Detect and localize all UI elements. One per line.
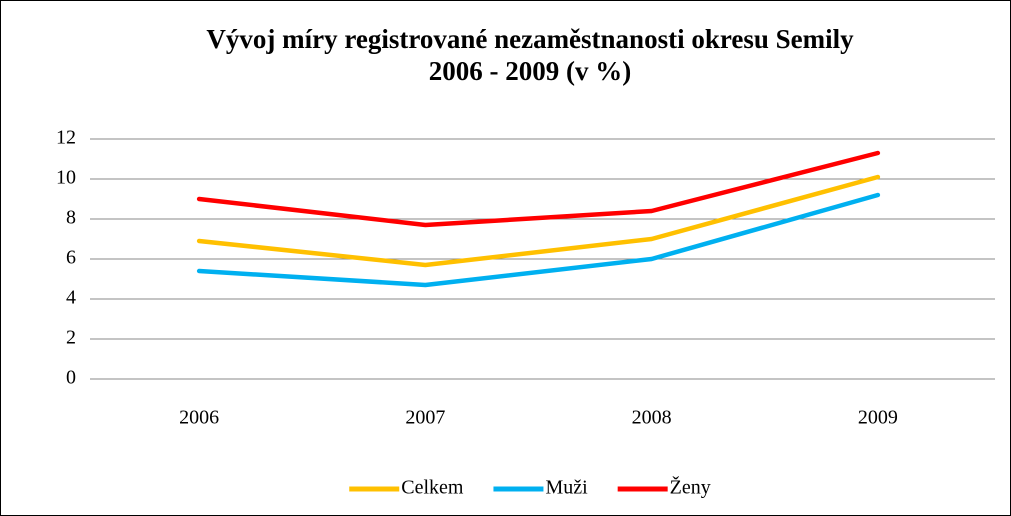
- series-line: [196, 174, 881, 268]
- x-tick-label: 2009: [858, 407, 898, 429]
- y-tick-label: 10: [56, 167, 76, 189]
- series-line: [196, 192, 881, 288]
- y-tick-label: 8: [66, 207, 76, 229]
- legend-label: Ženy: [670, 476, 711, 499]
- y-tick-label: 12: [56, 127, 76, 149]
- x-tick-label: 2006: [179, 407, 219, 429]
- x-tick-label: 2008: [632, 407, 672, 429]
- legend-label: Celkem: [401, 477, 464, 499]
- x-tick-label: 2007: [405, 407, 445, 429]
- legend-label: Muži: [545, 477, 588, 499]
- y-tick-label: 6: [66, 247, 76, 269]
- y-tick-label: 4: [66, 287, 76, 309]
- y-tick-label: 2: [66, 327, 76, 349]
- series-line: [196, 150, 881, 228]
- chart-title: Vývoj míry registrované nezaměstnanosti …: [206, 24, 854, 54]
- y-tick-label: 0: [66, 367, 76, 389]
- chart-subtitle: 2006 - 2009 (v %): [429, 56, 631, 86]
